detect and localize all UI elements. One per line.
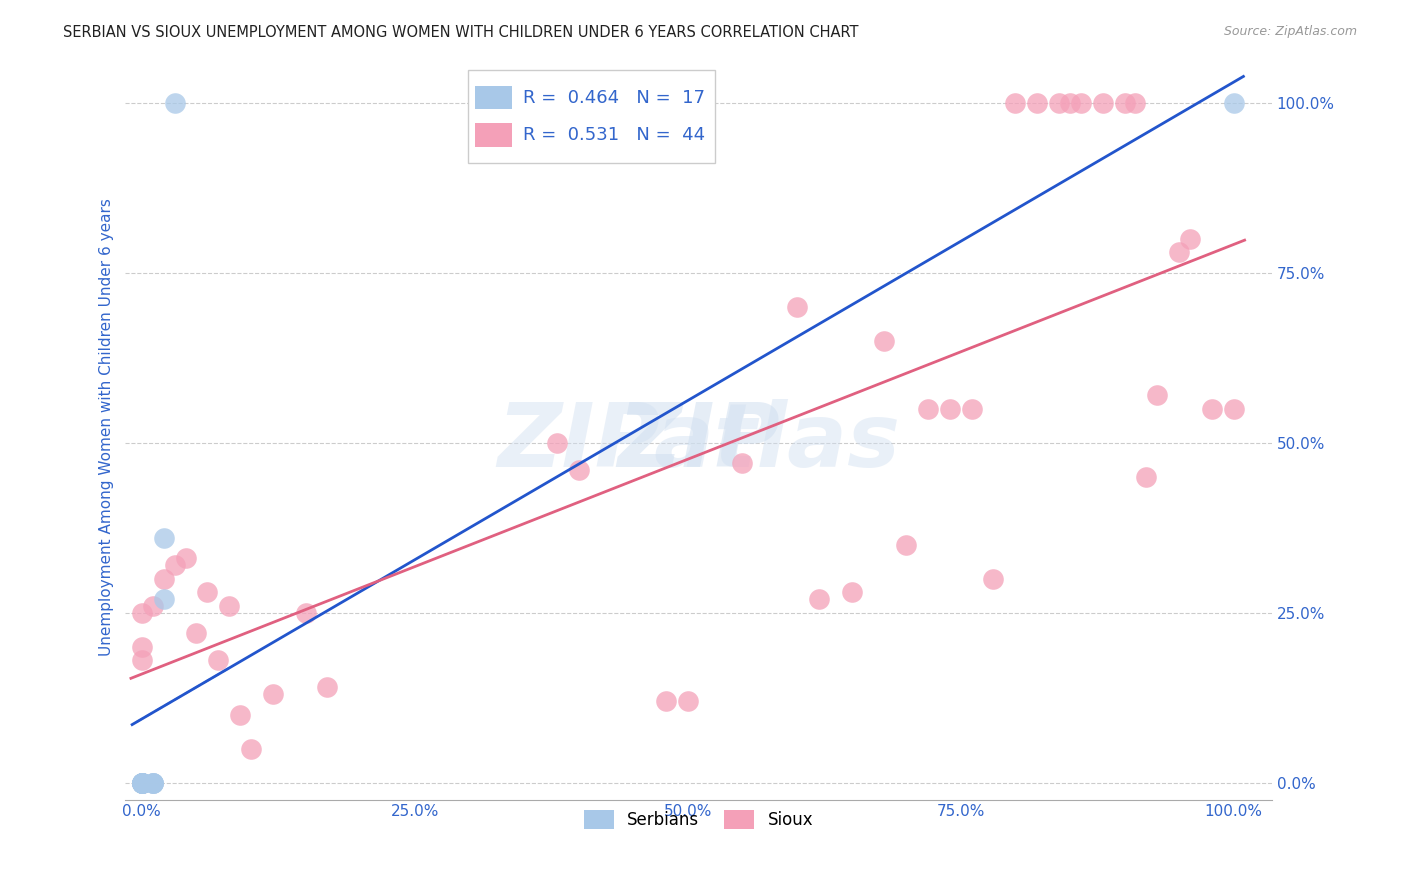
Point [1091, 95, 1114, 110]
Point [152, 531, 174, 545]
Point [676, 694, 699, 708]
Point [218, 599, 240, 613]
Point [1168, 245, 1191, 260]
Point [807, 592, 830, 607]
Point [131, 775, 153, 789]
Point [131, 775, 153, 789]
Point [163, 95, 186, 110]
Point [917, 401, 939, 416]
Point [786, 300, 808, 314]
Point [568, 463, 591, 477]
Point [1059, 95, 1081, 110]
Legend: Serbians, Sioux: Serbians, Sioux [578, 804, 820, 836]
Point [131, 775, 153, 789]
Y-axis label: Unemployment Among Women with Children Under 6 years: Unemployment Among Women with Children U… [100, 198, 114, 657]
Text: SERBIAN VS SIOUX UNEMPLOYMENT AMONG WOMEN WITH CHILDREN UNDER 6 YEARS CORRELATIO: SERBIAN VS SIOUX UNEMPLOYMENT AMONG WOME… [63, 25, 859, 40]
Text: Source: ZipAtlas.com: Source: ZipAtlas.com [1223, 25, 1357, 38]
Point [1222, 401, 1244, 416]
Point [1114, 95, 1136, 110]
Point [1026, 95, 1049, 110]
Point [262, 687, 284, 701]
Point [1222, 95, 1244, 110]
Text: R =  0.531   N =  44: R = 0.531 N = 44 [523, 126, 706, 144]
Point [174, 551, 197, 566]
Point [316, 681, 339, 695]
Point [142, 775, 165, 789]
Point [1125, 95, 1147, 110]
Point [131, 775, 153, 789]
Point [229, 707, 252, 722]
Point [983, 572, 1005, 586]
Point [1047, 95, 1070, 110]
Text: ZIP: ZIP [617, 399, 780, 486]
FancyBboxPatch shape [475, 86, 512, 110]
Point [1146, 388, 1168, 402]
Point [163, 558, 186, 572]
Point [873, 334, 896, 348]
Point [731, 456, 754, 470]
Point [131, 775, 153, 789]
FancyBboxPatch shape [475, 123, 512, 146]
Point [195, 585, 218, 599]
Point [131, 653, 153, 667]
Point [131, 775, 153, 789]
Point [131, 606, 153, 620]
Point [960, 401, 983, 416]
Point [1135, 469, 1157, 483]
Point [131, 775, 153, 789]
Point [546, 435, 568, 450]
Point [152, 592, 174, 607]
Point [294, 606, 316, 620]
Point [841, 585, 863, 599]
Point [131, 640, 153, 654]
Point [939, 401, 962, 416]
Point [142, 775, 165, 789]
Point [142, 599, 165, 613]
Point [152, 572, 174, 586]
Point [1004, 95, 1026, 110]
Point [207, 653, 229, 667]
Point [1070, 95, 1092, 110]
Point [131, 775, 153, 789]
Point [894, 538, 917, 552]
Text: R =  0.464   N =  17: R = 0.464 N = 17 [523, 88, 706, 106]
FancyBboxPatch shape [468, 70, 714, 163]
Point [1178, 232, 1201, 246]
Point [142, 775, 165, 789]
Point [131, 775, 153, 789]
Text: ZIPatlas: ZIPatlas [498, 399, 900, 486]
Point [1201, 401, 1223, 416]
Point [240, 741, 263, 756]
Point [142, 775, 165, 789]
Point [186, 626, 208, 640]
Point [655, 694, 678, 708]
